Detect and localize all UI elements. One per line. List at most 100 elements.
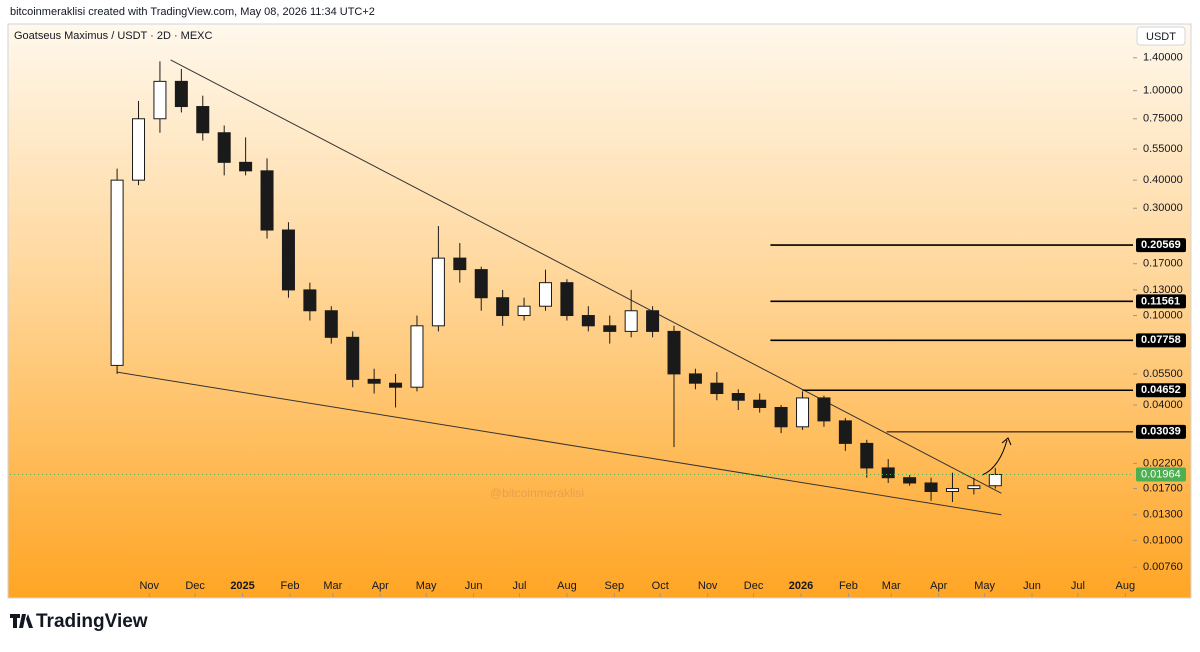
y-tick-label: 0.17000 — [1143, 258, 1183, 270]
candle-body — [517, 305, 531, 317]
chart-pane — [7, 23, 1192, 599]
y-tick-label: 0.02200 — [1143, 457, 1183, 469]
level-label-box — [1136, 424, 1186, 439]
level-label: 0.07758 — [1141, 334, 1181, 346]
y-tick-label: 0.01300 — [1143, 509, 1183, 521]
last-price-box — [1136, 467, 1186, 482]
candle-body — [474, 269, 488, 299]
y-tick-label: 0.05500 — [1143, 368, 1183, 380]
x-tick-label: Aug — [1116, 580, 1136, 592]
x-tick-label: Jul — [512, 580, 526, 592]
y-tick-label: 0.55000 — [1143, 143, 1183, 155]
arrow-head — [1001, 437, 1012, 446]
candle-body — [646, 310, 660, 332]
last-price-label: 0.01964 — [1141, 468, 1181, 480]
y-tick-label: 1.00000 — [1143, 85, 1183, 97]
x-tick-label: May — [974, 580, 995, 592]
trendline — [117, 371, 1002, 516]
candle-body — [217, 132, 231, 163]
candle-body — [710, 382, 724, 395]
candle-body — [753, 399, 767, 408]
x-tick-label: Dec — [185, 580, 205, 592]
level-label-box — [1136, 238, 1186, 253]
y-tick-label: 0.10000 — [1143, 309, 1183, 321]
candle-body — [817, 397, 831, 422]
candle-body — [903, 477, 917, 484]
y-tick-label: 0.00760 — [1143, 561, 1183, 573]
logo — [10, 614, 33, 628]
y-tick-label: 0.75000 — [1143, 113, 1183, 125]
x-tick-label: 2026 — [789, 580, 813, 592]
x-tick-label: Oct — [652, 580, 669, 592]
x-tick-label: Jun — [1023, 580, 1041, 592]
candle-body — [796, 397, 810, 428]
candle-body — [881, 467, 895, 479]
candle-body — [431, 257, 445, 327]
candle-body — [346, 336, 360, 380]
candle-body — [560, 282, 574, 317]
y-tick-label: 0.30000 — [1143, 202, 1183, 214]
candle-body — [624, 310, 638, 332]
y-tick-label: 0.01700 — [1143, 482, 1183, 494]
credit: bitcoinmeraklisi created with TradingVie… — [10, 6, 375, 18]
brand: TradingView — [36, 611, 148, 632]
level-label-box — [1136, 294, 1186, 309]
candle-body — [324, 310, 338, 338]
candle-body — [774, 406, 788, 428]
x-tick-label: Mar — [882, 580, 901, 592]
candle-body — [838, 420, 852, 444]
x-tick-label: Apr — [372, 580, 389, 592]
x-tick-label: May — [416, 580, 437, 592]
candle-body — [153, 80, 167, 120]
candle-body — [860, 442, 874, 469]
candle-body — [731, 393, 745, 401]
trendline — [170, 59, 1002, 494]
x-tick-label: Sep — [605, 580, 625, 592]
candle-body — [945, 488, 959, 492]
x-tick-label: Feb — [281, 580, 300, 592]
level-label: 0.20569 — [1141, 239, 1181, 251]
candle-body — [174, 80, 188, 108]
candle-body — [260, 170, 274, 231]
x-tick-label: Jun — [465, 580, 483, 592]
candle-body — [303, 289, 317, 312]
watermark: @bitcoinmeraklisi — [490, 486, 584, 500]
candle-body — [967, 485, 981, 490]
level-label: 0.03039 — [1141, 426, 1181, 438]
x-tick-label: Nov — [698, 580, 718, 592]
currency: USDT — [1146, 31, 1176, 43]
level-label-box — [1136, 383, 1186, 398]
y-tick-label: 0.40000 — [1143, 174, 1183, 186]
candle-body — [281, 229, 295, 291]
level-label: 0.04652 — [1141, 384, 1181, 396]
candle-body — [410, 325, 424, 388]
candle-body — [196, 106, 210, 134]
y-tick-label: 0.04000 — [1143, 399, 1183, 411]
y-tick-label: 0.13000 — [1143, 284, 1183, 296]
x-tick-label: 2025 — [230, 580, 254, 592]
candle-body — [667, 330, 681, 375]
chart-title: Goatseus Maximus / USDT · 2D · MEXC — [14, 30, 213, 42]
candle-body — [367, 378, 381, 384]
candle-body — [110, 179, 124, 366]
y-tick-label: 1.40000 — [1143, 52, 1183, 64]
candle-body — [389, 382, 403, 388]
level-label-box — [1136, 333, 1186, 348]
candle-body — [581, 315, 595, 327]
candle-body — [496, 297, 510, 317]
candle-body — [132, 118, 146, 181]
x-tick-label: Feb — [839, 580, 858, 592]
candle-body — [924, 482, 938, 492]
candle-body — [688, 373, 702, 384]
x-tick-label: Apr — [930, 580, 947, 592]
arrow — [981, 439, 1008, 476]
candle-body — [603, 325, 617, 332]
x-tick-label: Jul — [1071, 580, 1085, 592]
x-tick-label: Aug — [557, 580, 577, 592]
level-label: 0.11561 — [1141, 295, 1180, 307]
candle-body — [988, 473, 1002, 487]
candle-body — [239, 161, 253, 172]
x-tick-label: Nov — [139, 580, 159, 592]
